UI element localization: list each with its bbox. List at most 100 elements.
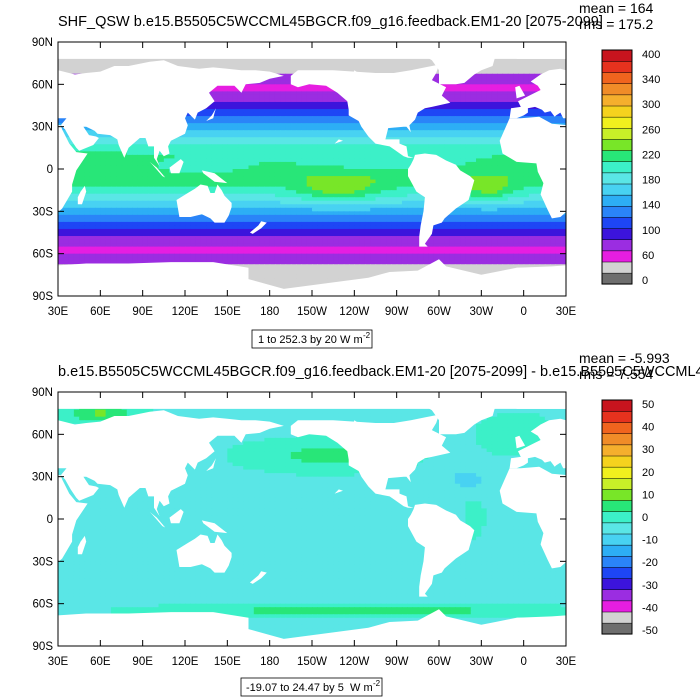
field-cell — [89, 204, 96, 209]
field-cell — [534, 87, 541, 92]
field-cell — [454, 140, 461, 145]
field-cell — [370, 66, 377, 71]
field-cell — [200, 144, 207, 149]
field-cell — [486, 126, 493, 131]
field-cell — [200, 116, 207, 121]
field-cell — [301, 91, 308, 96]
field-cell — [253, 158, 260, 163]
field-cell — [317, 158, 324, 163]
field-cell — [312, 91, 318, 96]
field-cell — [523, 59, 530, 64]
field-cell — [63, 207, 70, 212]
field-cell — [163, 158, 170, 163]
field-cell — [301, 123, 308, 128]
field-cell — [454, 101, 461, 107]
field-cell — [349, 211, 355, 216]
field-cell — [163, 161, 170, 167]
field-cell — [497, 77, 504, 82]
field-cell — [364, 158, 371, 163]
field-cell — [364, 151, 371, 156]
field-cell — [465, 126, 472, 131]
field-cell — [528, 80, 535, 85]
field-cell — [454, 154, 461, 160]
field-cell — [121, 211, 128, 216]
field-cell — [534, 59, 541, 64]
field-cell — [110, 165, 117, 170]
field-cell — [84, 70, 91, 75]
field-cell — [264, 207, 271, 212]
field-cell — [280, 77, 287, 82]
field-cell — [391, 221, 398, 227]
field-cell — [333, 204, 340, 209]
field-cell — [449, 144, 456, 149]
field-cell — [243, 137, 250, 142]
field-cell — [105, 218, 112, 223]
field-cell — [158, 221, 165, 227]
field-cell — [470, 140, 477, 145]
field-cell — [259, 176, 265, 181]
field-cell — [401, 130, 408, 135]
field-cell — [481, 158, 488, 163]
field-cell — [84, 214, 91, 219]
field-cell — [465, 221, 472, 227]
field-cell — [179, 169, 186, 174]
field-cell — [502, 214, 509, 219]
field-cell — [449, 130, 456, 135]
field-cell — [264, 186, 271, 191]
field-cell — [105, 204, 112, 209]
field-cell — [269, 91, 276, 96]
field-cell — [280, 151, 287, 156]
field-cell — [491, 133, 498, 138]
field-cell — [486, 130, 493, 135]
field-cell — [179, 165, 186, 170]
field-cell — [449, 119, 456, 124]
field-cell — [259, 218, 265, 223]
field-cell — [417, 126, 424, 131]
field-cell — [497, 200, 504, 205]
field-cell — [259, 91, 265, 96]
field-cell — [237, 59, 244, 64]
field-cell — [454, 94, 461, 100]
field-cell — [200, 123, 207, 128]
field-cell — [470, 98, 477, 103]
field-cell — [137, 179, 144, 184]
field-cell — [237, 214, 244, 219]
field-cell — [89, 211, 96, 216]
field-cell — [518, 63, 525, 68]
field-cell — [79, 165, 86, 170]
field-cell — [110, 218, 117, 223]
field-cell — [137, 197, 144, 202]
field-cell — [428, 119, 435, 124]
field-cell — [206, 133, 213, 138]
field-cell — [343, 154, 350, 160]
field-cell — [439, 144, 445, 149]
field-cell — [386, 154, 392, 160]
field-cell — [534, 211, 541, 216]
field-cell — [333, 94, 340, 100]
field-cell — [312, 112, 318, 117]
field-cell — [58, 59, 64, 64]
field-cell — [158, 183, 165, 188]
field-cell — [158, 161, 165, 167]
field-cell — [497, 207, 504, 212]
field-cell — [338, 119, 345, 124]
field-cell — [110, 214, 117, 219]
field-cell — [222, 158, 228, 163]
field-cell — [259, 123, 265, 128]
field-cell — [396, 179, 403, 184]
field-cell — [465, 80, 472, 85]
field-cell — [491, 70, 498, 75]
field-cell — [132, 197, 138, 202]
field-cell — [370, 70, 377, 75]
field-cell — [433, 123, 440, 128]
field-cell — [269, 183, 276, 188]
field-cell — [290, 211, 297, 216]
field-cell — [386, 176, 392, 181]
field-cell — [338, 116, 345, 121]
field-cell — [338, 176, 345, 181]
field-cell — [338, 218, 345, 223]
field-cell — [470, 200, 477, 205]
field-cell — [327, 109, 334, 114]
field-cell — [333, 116, 340, 121]
field-cell — [428, 59, 435, 64]
